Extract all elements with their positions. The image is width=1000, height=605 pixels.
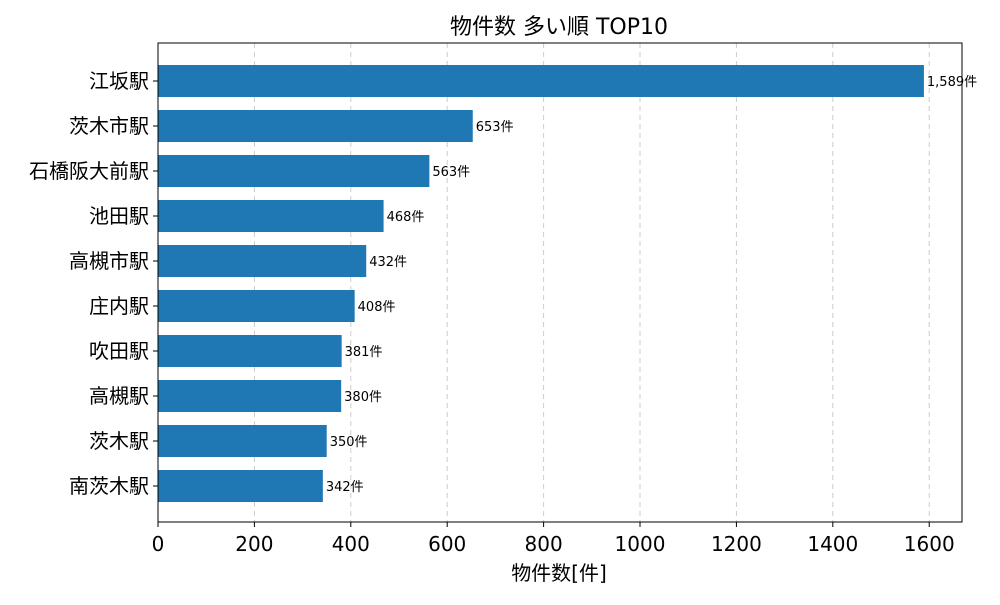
bar <box>158 65 924 97</box>
category-label: 高槻駅 <box>89 384 149 408</box>
bar <box>158 245 367 277</box>
category-label: 高槻市駅 <box>69 249 149 273</box>
bar <box>158 380 342 412</box>
category-label: 庄内駅 <box>89 294 149 318</box>
bar-value-label: 380件 <box>344 390 382 405</box>
bar-value-label: 342件 <box>326 480 364 495</box>
bar <box>158 110 473 142</box>
bar-value-label: 1,589件 <box>927 75 977 90</box>
x-tick-label: 1000 <box>615 532 666 556</box>
category-label: 南茨木駅 <box>69 474 149 498</box>
bar-value-label: 468件 <box>387 210 425 225</box>
category-label: 池田駅 <box>89 204 149 228</box>
x-tick-label: 600 <box>428 532 466 556</box>
category-label: 茨木市駅 <box>69 114 149 138</box>
bar-value-label: 350件 <box>330 435 368 450</box>
bar <box>158 335 342 367</box>
chart-title: 物件数 多い順 TOP10 <box>450 15 668 40</box>
x-tick-label: 1400 <box>807 532 858 556</box>
x-tick-label: 0 <box>152 532 165 556</box>
x-ticks: 0 200 400 600 800 1000 1200 1400 1600 <box>152 522 955 556</box>
category-label: 江坂駅 <box>89 69 149 93</box>
x-tick-label: 1200 <box>711 532 762 556</box>
x-tick-label: 200 <box>235 532 273 556</box>
bar <box>158 290 355 322</box>
bar <box>158 470 323 502</box>
category-label: 茨木駅 <box>89 429 149 453</box>
bar <box>158 200 384 232</box>
x-tick-label: 1600 <box>904 532 955 556</box>
bar <box>158 155 430 187</box>
bars <box>158 65 924 502</box>
bar-value-label: 563件 <box>432 165 470 180</box>
category-label: 吹田駅 <box>89 339 149 363</box>
bar-value-label: 381件 <box>345 345 383 360</box>
x-tick-label: 400 <box>332 532 370 556</box>
bar-value-label: 653件 <box>476 120 514 135</box>
bar <box>158 425 327 457</box>
bar-value-label: 408件 <box>358 300 396 315</box>
bar-value-label: 432件 <box>369 255 407 270</box>
category-label: 石橋阪大前駅 <box>29 159 149 183</box>
x-tick-label: 800 <box>525 532 563 556</box>
data-labels: 1,589件 653件 563件 468件 432件 408件 381件 380件 350件 34… <box>326 75 977 495</box>
x-axis-label: 物件数[件] <box>511 561 607 585</box>
plot-frame <box>157 42 963 523</box>
